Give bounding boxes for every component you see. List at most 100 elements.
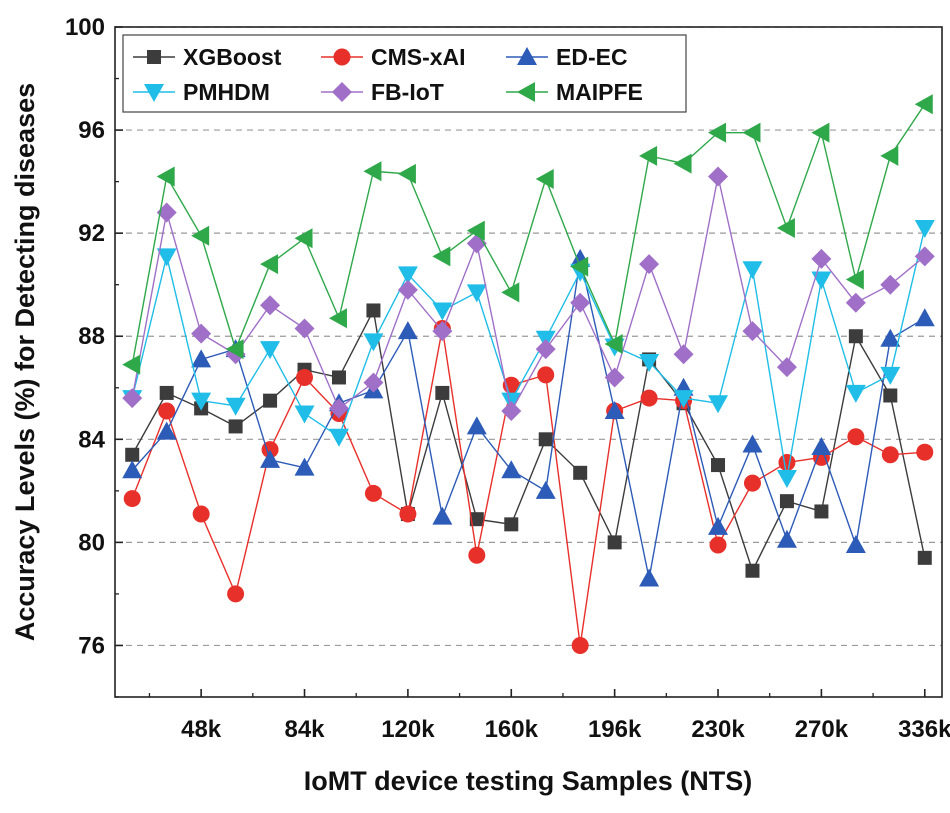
data-point-xgboost: [538, 432, 553, 447]
data-point-fb-iot: [397, 279, 418, 300]
data-point-fb-iot: [122, 388, 143, 409]
data-point-ed-ec: [776, 529, 797, 548]
data-point-xgboost: [366, 303, 381, 318]
x-tick-label: 196k: [588, 716, 642, 743]
data-point-ed-ec: [708, 516, 729, 535]
data-point-fb-iot: [880, 274, 901, 295]
series-line-fb-iot: [131, 176, 926, 413]
x-axis-title: IoMT device testing Samples (NTS): [304, 766, 753, 796]
data-point-maipfe: [673, 153, 692, 174]
data-point-fb-iot: [570, 292, 591, 313]
data-point-maipfe: [811, 122, 830, 143]
data-point-maipfe: [397, 163, 416, 184]
data-point-pmhdm: [156, 248, 177, 267]
data-point-xgboost: [745, 563, 760, 578]
series-xgboost: [125, 303, 932, 578]
legend-label: ED-EC: [556, 44, 628, 70]
data-point-cms-xai: [571, 636, 589, 654]
x-tick-label: 160k: [485, 716, 539, 743]
legend-item-fb-iot: FB-IoT: [321, 79, 444, 105]
data-point-fb-iot: [914, 246, 935, 267]
data-point-ed-ec: [260, 449, 281, 468]
data-point-pmhdm: [742, 261, 763, 280]
data-point-cms-xai: [778, 454, 796, 471]
data-point-ed-ec: [811, 437, 832, 456]
legend-marker: [332, 82, 352, 102]
legend-box: [122, 34, 687, 113]
y-tick-label: 100: [65, 14, 105, 41]
data-point-maipfe: [328, 308, 347, 329]
data-point-ed-ec: [294, 457, 315, 476]
data-point-maipfe: [845, 269, 864, 290]
data-point-maipfe: [156, 166, 175, 187]
data-point-maipfe: [260, 254, 279, 275]
series-ed-ec: [122, 248, 935, 587]
data-point-ed-ec: [466, 416, 487, 435]
data-point-fb-iot: [639, 254, 660, 275]
data-point-fb-iot: [708, 166, 729, 187]
data-point-xgboost: [607, 535, 622, 550]
x-tick-label: 336k: [898, 716, 950, 743]
legend-marker: [147, 50, 161, 64]
data-point-xgboost: [331, 370, 346, 385]
data-point-pmhdm: [673, 390, 694, 409]
legend: XGBoost CMS-xAI ED-EC PMHDM FB-IoT MAIPFE: [122, 34, 687, 113]
data-point-xgboost: [125, 447, 140, 462]
data-point-cms-xai: [399, 505, 417, 523]
data-point-fb-iot: [501, 400, 522, 421]
data-point-fb-iot: [535, 339, 556, 360]
legend-item-xgboost: XGBoost: [133, 44, 282, 70]
data-point-maipfe: [432, 246, 451, 267]
data-point-ed-ec: [432, 506, 453, 525]
data-point-maipfe: [880, 145, 899, 166]
y-tick-label: 80: [78, 529, 105, 556]
data-point-xgboost: [435, 385, 450, 400]
data-point-pmhdm: [225, 397, 246, 416]
series-maipfe: [122, 94, 933, 375]
data-point-maipfe: [914, 94, 933, 115]
data-point-maipfe: [604, 333, 623, 354]
series-cms-xai: [123, 320, 934, 654]
legend-label: MAIPFE: [556, 79, 643, 105]
x-tick-label: 84k: [284, 716, 325, 743]
data-point-maipfe: [122, 354, 141, 375]
data-point-cms-xai: [640, 389, 658, 407]
legend-label: FB-IoT: [371, 79, 444, 105]
data-point-maipfe: [363, 161, 382, 182]
data-point-xgboost: [573, 465, 588, 480]
data-point-xgboost: [711, 458, 726, 473]
data-point-fb-iot: [432, 321, 453, 342]
data-point-xgboost: [814, 504, 829, 519]
data-point-ed-ec: [501, 460, 522, 479]
data-point-ed-ec: [914, 308, 935, 327]
data-point-ed-ec: [122, 460, 143, 479]
data-point-cms-xai: [881, 446, 899, 464]
series-line-maipfe: [131, 103, 926, 365]
data-point-fb-iot: [328, 398, 349, 419]
data-point-fb-iot: [776, 357, 797, 378]
data-point-maipfe: [191, 225, 210, 246]
data-point-fb-iot: [191, 323, 212, 344]
data-point-pmhdm: [260, 341, 281, 360]
data-point-ed-ec: [845, 534, 866, 553]
data-point-fb-iot: [742, 321, 763, 342]
data-point-ed-ec: [880, 328, 901, 347]
x-tick-label: 230k: [691, 716, 745, 743]
data-point-cms-xai: [296, 368, 314, 386]
legend-label: XGBoost: [183, 44, 282, 70]
data-point-cms-xai: [227, 585, 245, 603]
data-point-ed-ec: [397, 321, 418, 340]
data-point-maipfe: [225, 339, 244, 360]
data-point-xgboost: [848, 329, 863, 344]
data-point-maipfe: [294, 228, 313, 249]
data-point-ed-ec: [191, 349, 212, 368]
data-point-pmhdm: [363, 333, 384, 352]
data-point-fb-iot: [260, 295, 281, 316]
data-point-maipfe: [466, 220, 485, 241]
legend-label: CMS-xAI: [371, 44, 466, 70]
data-point-cms-xai: [847, 428, 865, 446]
data-point-ed-ec: [639, 568, 660, 587]
series-line-ed-ec: [131, 258, 926, 579]
data-point-ed-ec: [535, 480, 556, 499]
